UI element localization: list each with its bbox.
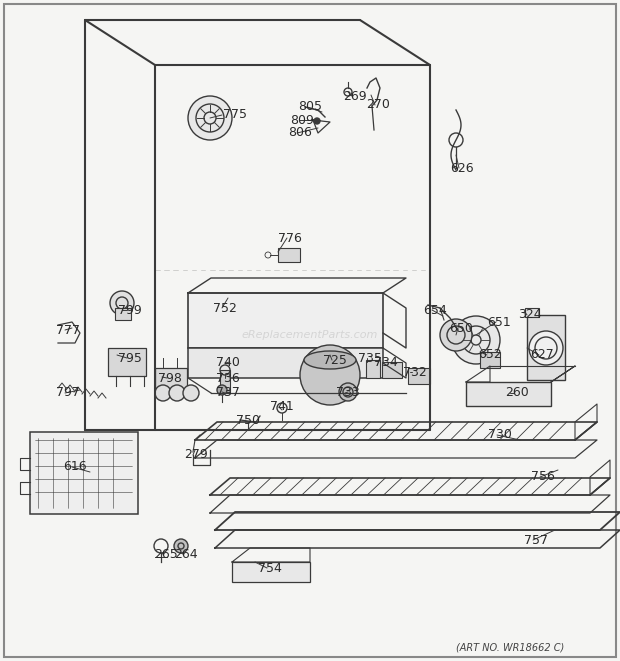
Text: 626: 626 <box>450 161 474 175</box>
Ellipse shape <box>304 351 356 369</box>
Text: 265: 265 <box>154 547 178 561</box>
Circle shape <box>339 383 357 401</box>
Bar <box>366 360 380 378</box>
Bar <box>108 348 146 376</box>
Text: 754: 754 <box>258 561 282 574</box>
Text: 264: 264 <box>174 547 198 561</box>
Text: 809: 809 <box>290 114 314 126</box>
Bar <box>278 248 300 262</box>
Text: 799: 799 <box>118 303 142 317</box>
Bar <box>408 368 430 384</box>
Text: 651: 651 <box>487 315 511 329</box>
Text: 650: 650 <box>449 321 473 334</box>
Text: 737: 737 <box>216 387 240 399</box>
Bar <box>527 315 565 380</box>
Circle shape <box>188 96 232 140</box>
Text: 324: 324 <box>518 309 542 321</box>
Circle shape <box>300 345 360 405</box>
Text: 775: 775 <box>223 108 247 122</box>
Bar <box>155 368 187 392</box>
Circle shape <box>174 539 188 553</box>
Circle shape <box>110 291 134 315</box>
Text: 806: 806 <box>288 126 312 139</box>
Text: 776: 776 <box>278 231 302 245</box>
Bar <box>30 432 138 514</box>
Text: 756: 756 <box>531 471 555 483</box>
Text: 797: 797 <box>56 387 80 399</box>
Text: 732: 732 <box>403 366 427 379</box>
Text: 270: 270 <box>366 98 390 112</box>
Text: 725: 725 <box>323 354 347 366</box>
Text: 616: 616 <box>63 461 87 473</box>
Circle shape <box>217 385 227 395</box>
Text: 730: 730 <box>488 428 512 442</box>
Text: 652: 652 <box>478 348 502 362</box>
Bar <box>525 308 539 317</box>
Text: 777: 777 <box>56 323 80 336</box>
Text: 736: 736 <box>216 371 240 385</box>
Circle shape <box>529 331 563 365</box>
Text: 734: 734 <box>374 356 398 369</box>
Circle shape <box>452 316 500 364</box>
Text: 752: 752 <box>213 301 237 315</box>
Bar <box>382 362 402 378</box>
Text: 269: 269 <box>343 89 367 102</box>
Bar <box>188 348 383 378</box>
Circle shape <box>314 118 320 124</box>
Circle shape <box>440 319 472 351</box>
Bar <box>220 370 230 392</box>
Text: 627: 627 <box>530 348 554 362</box>
Text: 260: 260 <box>505 387 529 399</box>
Bar <box>115 308 131 320</box>
Bar <box>188 293 383 348</box>
Text: 805: 805 <box>298 100 322 114</box>
Circle shape <box>169 385 185 401</box>
Text: (ART NO. WR18662 C): (ART NO. WR18662 C) <box>456 643 564 653</box>
Text: 757: 757 <box>524 533 548 547</box>
Text: 279: 279 <box>184 449 208 461</box>
Text: eReplacementParts.com: eReplacementParts.com <box>242 330 378 340</box>
Text: 795: 795 <box>118 352 142 364</box>
Bar <box>480 352 500 368</box>
Text: 735: 735 <box>358 352 382 364</box>
Text: 733: 733 <box>336 387 360 399</box>
Text: 798: 798 <box>158 371 182 385</box>
Text: 740: 740 <box>216 356 240 369</box>
Bar <box>466 382 551 406</box>
Circle shape <box>183 385 199 401</box>
Bar <box>232 562 310 582</box>
Text: 750: 750 <box>236 414 260 428</box>
Text: 741: 741 <box>270 401 294 414</box>
Text: 654: 654 <box>423 303 447 317</box>
Circle shape <box>155 385 171 401</box>
